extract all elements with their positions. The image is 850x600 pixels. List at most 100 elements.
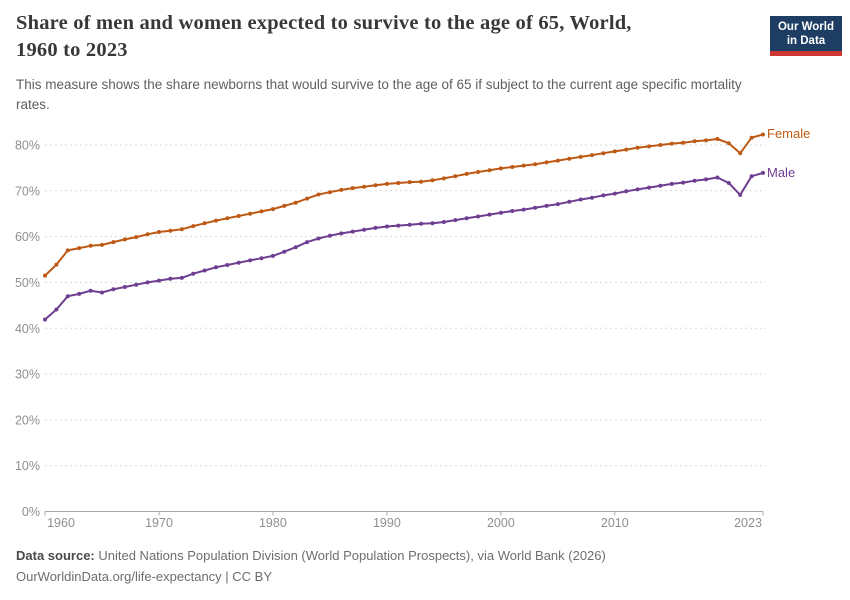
- data-point-male[interactable]: [498, 210, 503, 215]
- data-point-female[interactable]: [692, 139, 697, 144]
- data-point-female[interactable]: [726, 141, 731, 146]
- data-point-male[interactable]: [658, 183, 663, 188]
- data-point-female[interactable]: [157, 230, 161, 234]
- data-point-female[interactable]: [521, 163, 526, 168]
- data-point-female[interactable]: [612, 149, 617, 154]
- data-point-female[interactable]: [327, 190, 332, 195]
- data-point-male[interactable]: [738, 192, 743, 197]
- data-point-male[interactable]: [590, 195, 594, 200]
- data-point-female[interactable]: [567, 156, 572, 161]
- data-point-female[interactable]: [145, 232, 150, 237]
- data-point-female[interactable]: [738, 151, 743, 156]
- data-point-female[interactable]: [350, 186, 355, 191]
- data-point-male[interactable]: [761, 170, 765, 175]
- data-point-female[interactable]: [54, 262, 59, 267]
- data-point-male[interactable]: [111, 287, 116, 292]
- data-point-male[interactable]: [476, 214, 481, 219]
- series-line-female[interactable]: [44, 133, 764, 277]
- data-point-male[interactable]: [749, 174, 754, 179]
- data-point-female[interactable]: [134, 235, 139, 240]
- data-point-female[interactable]: [498, 166, 503, 171]
- data-point-male[interactable]: [510, 209, 515, 213]
- series-line-male[interactable]: [44, 171, 764, 321]
- data-point-female[interactable]: [270, 207, 275, 212]
- data-point-male[interactable]: [578, 197, 583, 202]
- data-point-female[interactable]: [362, 184, 367, 189]
- data-point-male[interactable]: [533, 205, 538, 210]
- data-point-male[interactable]: [396, 223, 401, 228]
- data-point-female[interactable]: [590, 153, 594, 158]
- data-point-female[interactable]: [430, 178, 435, 183]
- series-label-female[interactable]: Female: [767, 126, 811, 141]
- data-point-male[interactable]: [77, 291, 82, 296]
- data-point-male[interactable]: [122, 285, 127, 289]
- data-point-female[interactable]: [749, 135, 754, 140]
- data-point-male[interactable]: [43, 317, 47, 322]
- data-point-female[interactable]: [122, 237, 127, 242]
- data-point-male[interactable]: [487, 212, 492, 217]
- data-point-male[interactable]: [715, 175, 720, 180]
- data-point-female[interactable]: [248, 211, 253, 216]
- data-point-female[interactable]: [487, 168, 492, 173]
- data-point-male[interactable]: [134, 282, 139, 287]
- data-point-female[interactable]: [555, 158, 560, 163]
- data-point-male[interactable]: [647, 185, 651, 190]
- data-point-female[interactable]: [373, 183, 378, 188]
- data-point-male[interactable]: [259, 256, 264, 261]
- data-point-female[interactable]: [111, 240, 116, 245]
- data-point-female[interactable]: [419, 179, 424, 184]
- data-point-female[interactable]: [305, 196, 310, 201]
- data-point-female[interactable]: [510, 165, 515, 169]
- data-point-female[interactable]: [601, 151, 606, 156]
- data-point-male[interactable]: [145, 280, 150, 285]
- data-point-male[interactable]: [316, 236, 321, 241]
- data-point-female[interactable]: [225, 216, 230, 221]
- data-point-female[interactable]: [635, 145, 640, 150]
- data-point-female[interactable]: [704, 138, 708, 143]
- data-point-female[interactable]: [65, 248, 70, 253]
- data-point-female[interactable]: [624, 147, 629, 152]
- data-point-female[interactable]: [179, 227, 184, 232]
- data-point-male[interactable]: [567, 199, 572, 204]
- data-point-male[interactable]: [282, 249, 287, 254]
- data-point-female[interactable]: [259, 209, 264, 214]
- data-point-male[interactable]: [202, 268, 207, 273]
- data-point-female[interactable]: [77, 246, 82, 251]
- data-point-male[interactable]: [681, 180, 686, 185]
- data-point-female[interactable]: [339, 187, 344, 192]
- data-point-male[interactable]: [692, 178, 697, 183]
- data-point-male[interactable]: [339, 231, 344, 236]
- data-point-female[interactable]: [476, 170, 481, 174]
- data-point-male[interactable]: [521, 207, 526, 212]
- data-point-female[interactable]: [236, 214, 241, 218]
- data-point-male[interactable]: [100, 290, 104, 295]
- data-point-male[interactable]: [350, 229, 355, 234]
- data-point-female[interactable]: [293, 200, 298, 205]
- data-point-female[interactable]: [464, 171, 469, 176]
- data-point-female[interactable]: [715, 137, 720, 141]
- data-point-male[interactable]: [293, 245, 298, 250]
- data-point-female[interactable]: [407, 180, 412, 185]
- data-point-male[interactable]: [612, 191, 617, 196]
- data-point-female[interactable]: [441, 176, 446, 181]
- footer-link[interactable]: OurWorldinData.org/life-expectancy: [16, 569, 222, 584]
- data-point-male[interactable]: [157, 278, 161, 283]
- data-point-male[interactable]: [88, 288, 93, 293]
- data-point-female[interactable]: [658, 143, 663, 147]
- data-point-female[interactable]: [578, 154, 583, 159]
- data-point-male[interactable]: [248, 258, 253, 263]
- data-point-female[interactable]: [100, 242, 104, 247]
- data-point-male[interactable]: [191, 271, 196, 276]
- data-point-male[interactable]: [305, 240, 310, 245]
- data-point-male[interactable]: [464, 216, 469, 221]
- data-point-female[interactable]: [282, 203, 287, 208]
- data-point-male[interactable]: [65, 294, 70, 299]
- data-point-male[interactable]: [327, 233, 332, 238]
- data-point-male[interactable]: [441, 220, 446, 224]
- data-point-male[interactable]: [179, 275, 184, 280]
- data-point-female[interactable]: [544, 160, 549, 165]
- data-point-male[interactable]: [225, 263, 230, 267]
- data-point-female[interactable]: [384, 181, 389, 186]
- data-point-male[interactable]: [704, 177, 708, 182]
